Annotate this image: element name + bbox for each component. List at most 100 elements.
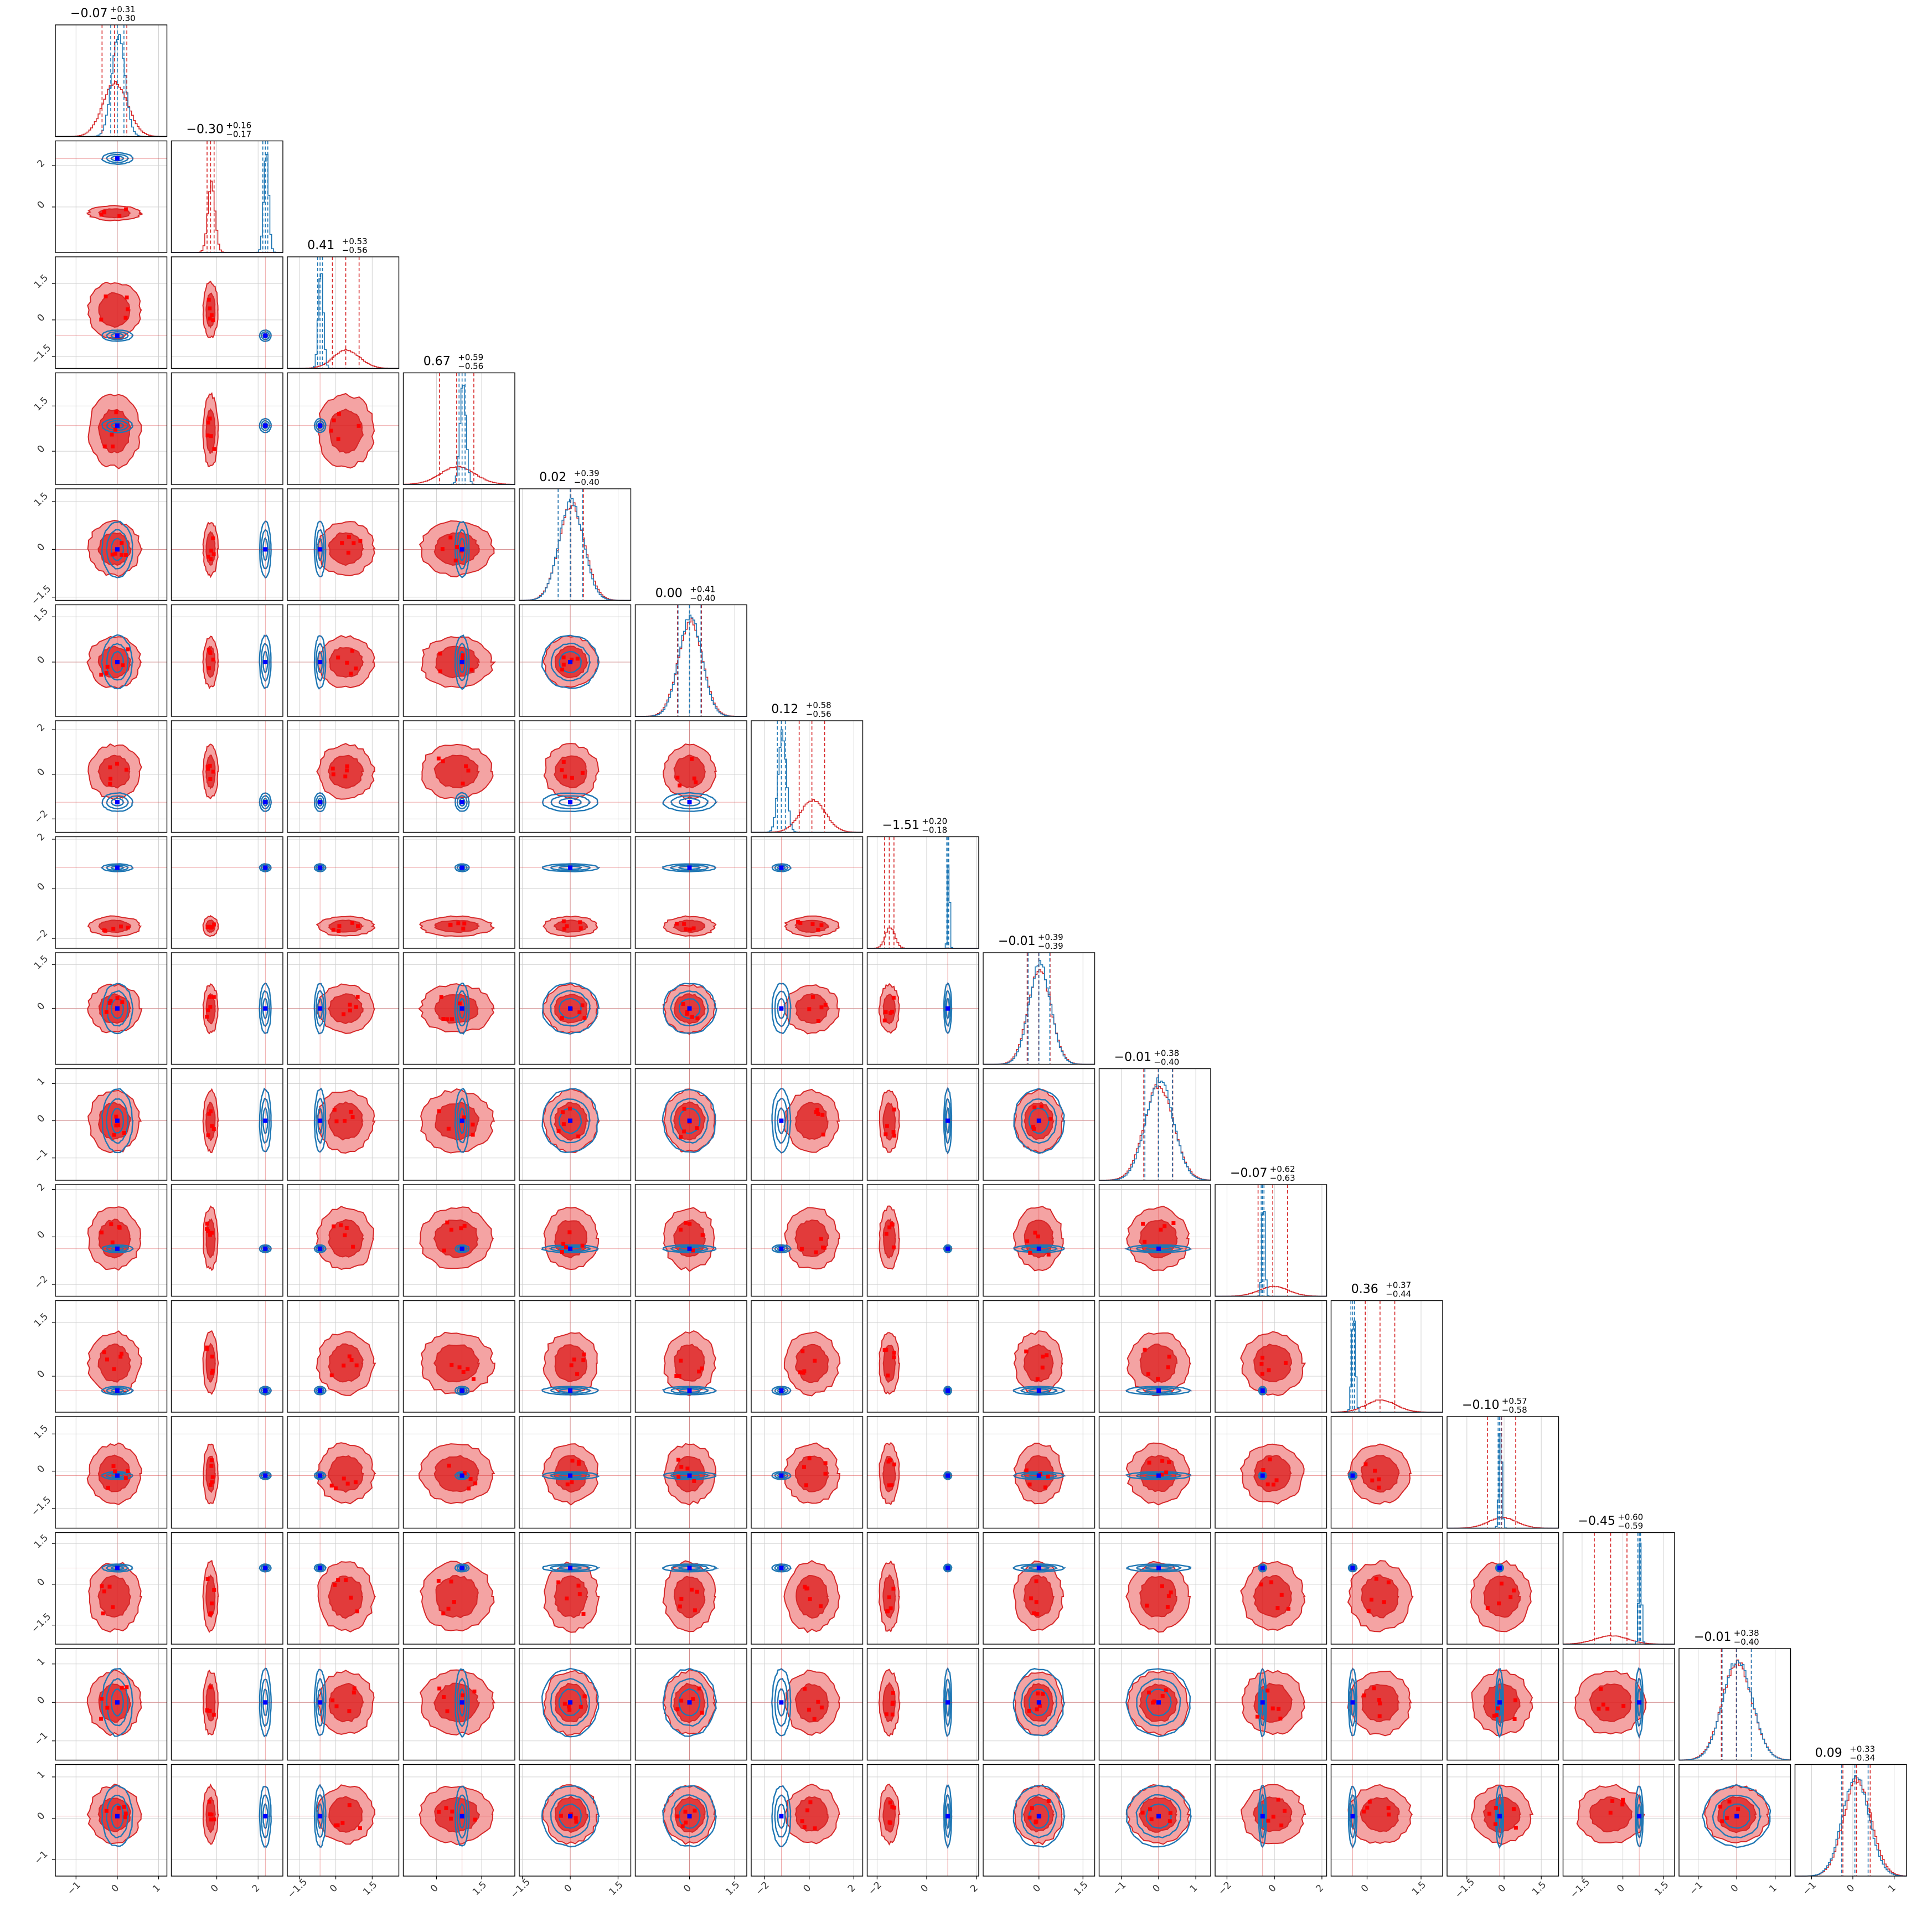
sample-marker <box>354 1005 358 1009</box>
sample-marker <box>109 1222 113 1227</box>
truth-marker <box>946 1700 950 1705</box>
sample-marker <box>578 920 582 924</box>
red-contour-inner <box>328 1575 364 1619</box>
panel-3-2 <box>287 372 400 485</box>
blue-contour-1 <box>1136 1678 1181 1727</box>
sample-marker <box>340 541 344 545</box>
sample-marker <box>344 1578 348 1583</box>
blue-contour-0 <box>662 863 717 872</box>
sample-marker <box>884 1347 888 1352</box>
panel-7-5 <box>634 836 747 949</box>
truth-marker <box>318 1814 323 1819</box>
panel-15-11: 0 1.5 <box>1330 1764 1443 1898</box>
sample-marker <box>691 926 696 931</box>
sample-marker <box>565 1597 569 1601</box>
truth-marker <box>687 865 692 870</box>
sample-marker <box>105 1706 110 1710</box>
sample-marker <box>345 660 349 665</box>
x-tick-label: −1.5 <box>286 1877 309 1900</box>
sample-marker <box>1269 1580 1274 1584</box>
blue-contour-1 <box>670 1794 709 1838</box>
sample-marker <box>110 1240 115 1244</box>
sample-marker <box>821 1245 825 1249</box>
sample-marker <box>675 1707 680 1712</box>
panel-13-5 <box>634 1532 747 1645</box>
truth-marker <box>115 800 120 805</box>
sample-marker <box>209 434 213 438</box>
y-tick-label: 0 <box>35 1463 48 1475</box>
sample-marker <box>125 295 129 299</box>
sample-marker <box>211 769 215 774</box>
sample-marker <box>887 1483 891 1487</box>
blue-contour-1 <box>106 990 129 1027</box>
sample-marker <box>581 1358 586 1362</box>
sample-marker <box>472 1690 477 1694</box>
sample-marker <box>560 768 564 772</box>
blue-contour-0 <box>454 982 470 1035</box>
panel-9-8 <box>983 1068 1096 1181</box>
blue-contour-0 <box>1013 1471 1066 1480</box>
sample-marker <box>460 656 464 660</box>
panel-12-4 <box>519 1416 632 1529</box>
sample-marker <box>1362 1693 1366 1698</box>
sample-marker <box>473 1817 477 1822</box>
blue-contour-2 <box>558 998 582 1019</box>
sample-marker <box>697 1686 701 1691</box>
y-tick-label: 0 <box>35 1229 48 1241</box>
panel-12-0: −1.5 0 1.5 <box>29 1416 168 1529</box>
panel-14-9 <box>1098 1648 1211 1761</box>
diagonal-panel-1: −0.30 +0.16−0.17 <box>171 121 283 253</box>
panel-10-5 <box>634 1184 747 1297</box>
sample-marker <box>208 1685 213 1690</box>
blue-contour-2 <box>110 650 125 673</box>
sample-marker <box>688 1222 692 1226</box>
blue-contour-2 <box>111 1107 125 1134</box>
red-contour-inner <box>433 1344 481 1383</box>
sample-marker <box>800 1819 804 1823</box>
blue-contour-0 <box>541 1088 600 1154</box>
panel-5-3 <box>402 604 515 717</box>
sample-marker <box>1370 1478 1375 1482</box>
title-median-3: 0.67 <box>423 355 451 369</box>
blue-contour-0 <box>313 1386 327 1396</box>
blue-contour-1 <box>260 1097 270 1144</box>
diagonal-panel-2: 0.41 +0.53−0.56 <box>287 236 400 369</box>
truth-marker <box>687 1566 692 1571</box>
red-contour-inner <box>97 532 132 566</box>
y-tick-label: 0 <box>35 766 48 778</box>
sample-marker <box>1369 1598 1373 1602</box>
sample-marker <box>680 1824 685 1828</box>
title-minus-8: −0.39 <box>1038 941 1063 951</box>
sample-marker <box>110 552 115 557</box>
sample-marker <box>1143 1239 1147 1244</box>
sample-marker <box>120 1000 125 1005</box>
sample-marker <box>347 1803 352 1807</box>
sample-marker <box>209 557 213 561</box>
sample-marker <box>1160 1459 1165 1463</box>
title-median-11: 0.36 <box>1351 1283 1378 1296</box>
blue-contour-0 <box>259 417 272 433</box>
sample-marker <box>1046 1474 1050 1479</box>
sample-marker <box>206 647 211 652</box>
y-tick-label: 2 <box>35 831 48 844</box>
sample-marker <box>210 1368 215 1373</box>
panel-10-1 <box>171 1184 283 1297</box>
blue-contour-1 <box>106 153 130 163</box>
sample-marker <box>336 655 340 660</box>
sample-marker <box>1143 1347 1147 1352</box>
sample-marker <box>577 1592 582 1597</box>
sample-marker <box>1033 1231 1037 1235</box>
truth-marker <box>1260 1473 1265 1478</box>
title-plus-3: +0.59 <box>458 353 483 363</box>
sample-marker <box>1512 1717 1517 1721</box>
truth-marker <box>779 1006 784 1011</box>
sample-marker <box>823 1003 828 1007</box>
sample-marker <box>1365 1805 1370 1810</box>
blue-contour-0 <box>541 1785 600 1848</box>
sample-marker <box>1270 1706 1275 1711</box>
sample-marker <box>882 1018 887 1022</box>
title-median-14: −0.01 <box>1694 1630 1731 1644</box>
sample-marker <box>462 1115 466 1119</box>
panel-15-12: −1.5 0 1.5 <box>1447 1764 1559 1900</box>
sample-marker <box>113 551 117 556</box>
